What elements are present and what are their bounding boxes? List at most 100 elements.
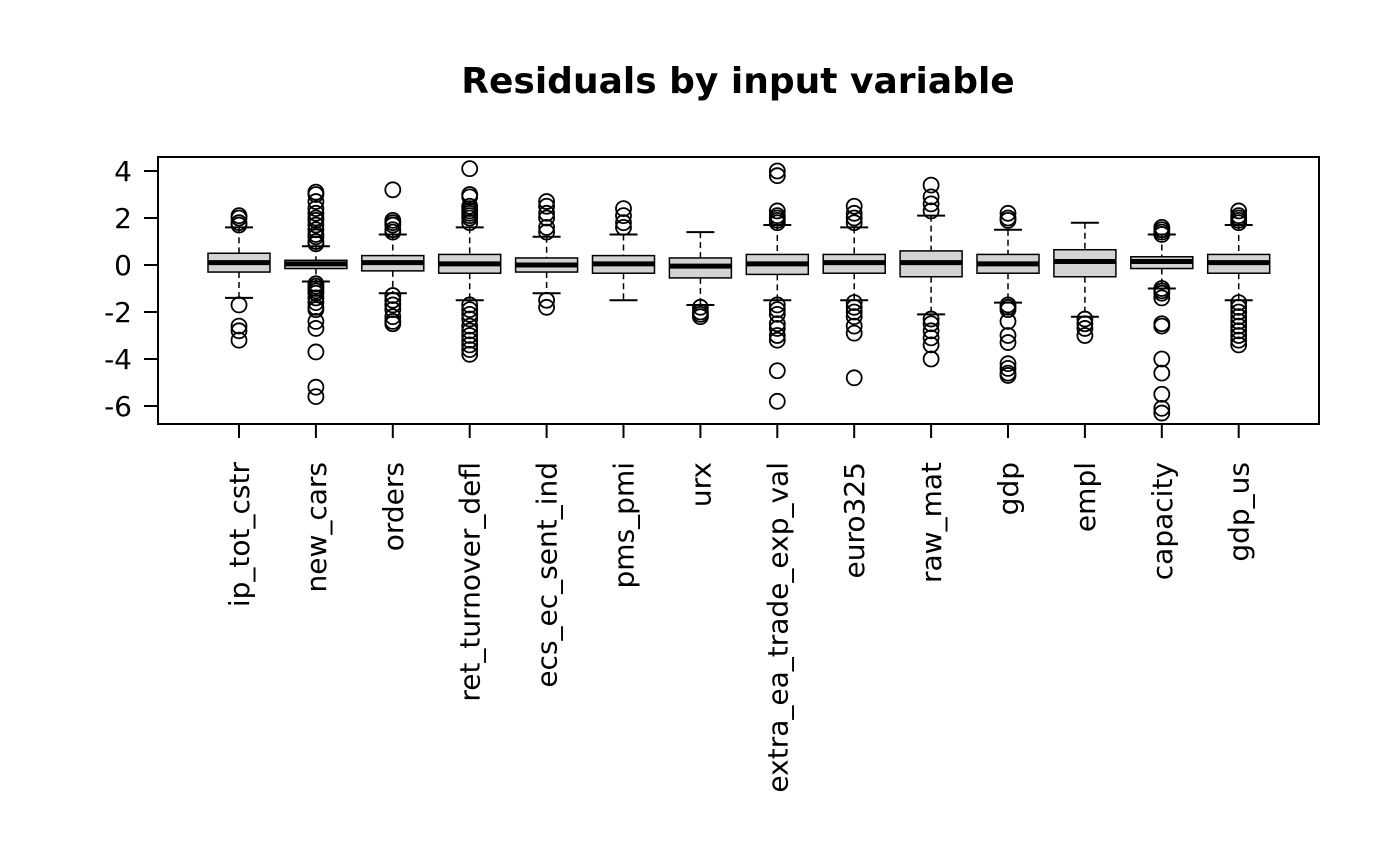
x-tick-label: gdp_us	[1223, 462, 1256, 562]
outlier-point	[999, 334, 1017, 351]
outlier-point	[307, 312, 325, 330]
outlier-point	[1076, 310, 1094, 328]
outlier-point	[1153, 385, 1171, 403]
y-tick-label: -4	[104, 343, 132, 376]
x-tick-label: euro325	[838, 462, 871, 578]
outlier-point	[307, 211, 325, 229]
y-tick-label: -6	[104, 390, 132, 423]
outlier-point	[307, 204, 325, 222]
outlier-point	[307, 343, 325, 361]
box-group	[1130, 218, 1194, 422]
outlier-point	[845, 214, 863, 232]
outlier-point	[768, 392, 786, 410]
outlier-point	[461, 296, 479, 314]
outlier-point	[922, 188, 940, 206]
outlier-point	[461, 341, 479, 359]
x-tick-label: new_cars	[300, 462, 333, 593]
x-tick-label: ip_tot_cstr	[223, 462, 256, 608]
outlier-point	[615, 218, 632, 236]
outlier-point	[307, 235, 325, 253]
outlier-point	[384, 291, 402, 309]
box-group	[591, 200, 656, 302]
outlier-point	[461, 301, 479, 319]
box-group	[668, 231, 733, 326]
outlier-point	[768, 202, 786, 220]
box-group	[207, 207, 271, 349]
outlier-point	[999, 367, 1017, 384]
outlier-point	[461, 188, 479, 206]
outlier-point	[615, 200, 632, 218]
outlier-point	[538, 298, 555, 316]
outlier-point	[999, 359, 1017, 377]
outlier-point	[461, 310, 479, 328]
outlier-point	[1153, 404, 1171, 422]
x-tick-label: ret_turnover_defl	[454, 462, 487, 702]
outlier-point	[999, 327, 1017, 344]
outlier-point	[538, 204, 555, 222]
x-axis: ip_tot_cstr new_cars orders ret_turnover_de…	[223, 423, 1256, 793]
outlier-point	[845, 317, 863, 335]
y-tick-label: 4	[114, 155, 132, 188]
outlier-point	[1153, 350, 1171, 368]
plot-frame	[157, 156, 1320, 425]
outlier-point	[768, 162, 786, 180]
outlier-point	[922, 310, 940, 328]
outlier-point	[307, 294, 325, 312]
outlier-point	[845, 209, 863, 227]
outlier-point	[692, 308, 709, 326]
outlier-point	[615, 214, 632, 232]
chart-title: Residuals by input variable	[461, 61, 1014, 102]
x-tick-label: raw_mat	[915, 462, 948, 583]
outlier-point	[768, 296, 786, 314]
outlier-point	[307, 289, 325, 307]
box-group	[745, 162, 810, 410]
x-tick-label: pms_pmi	[608, 462, 641, 588]
box-group	[976, 204, 1040, 384]
outlier-point	[230, 296, 248, 314]
outlier-point	[230, 331, 248, 349]
box-group	[514, 193, 579, 316]
outlier-point	[384, 296, 402, 314]
outlier-point	[307, 320, 325, 337]
outlier-point	[538, 197, 555, 215]
x-tick-label: gdp	[992, 462, 1025, 515]
outlier-point	[999, 355, 1017, 373]
outlier-point	[845, 324, 863, 342]
outlier-point	[845, 197, 863, 215]
y-tick-label: -2	[104, 296, 132, 329]
y-tick-label: 0	[114, 249, 132, 282]
box-group	[1053, 221, 1117, 344]
box-group	[899, 176, 963, 368]
outlier-point	[692, 298, 709, 316]
outlier-point	[1153, 364, 1171, 382]
outlier-point	[999, 312, 1017, 330]
box-group	[1206, 202, 1271, 354]
outlier-point	[1153, 289, 1171, 307]
y-axis: 4 2 0 -2 -4 -6	[104, 155, 159, 423]
outlier-point	[307, 378, 325, 396]
outlier-point	[1230, 331, 1248, 349]
box-group	[361, 181, 425, 333]
outlier-point	[1230, 202, 1248, 220]
outlier-point	[999, 301, 1017, 319]
outlier-point	[922, 195, 940, 213]
outlier-point	[461, 209, 479, 227]
x-tick-label: orders	[377, 462, 410, 551]
box-group	[437, 160, 502, 363]
outlier-point	[384, 315, 402, 333]
outlier-point	[845, 308, 863, 326]
outlier-point	[538, 193, 555, 210]
outlier-point	[1076, 327, 1094, 344]
outlier-point	[307, 228, 325, 246]
outlier-point	[538, 291, 555, 309]
x-tick-label: ecs_ec_sent_ind	[531, 462, 564, 688]
outlier-point	[461, 214, 479, 232]
outlier-point	[1153, 226, 1171, 243]
outlier-point	[307, 284, 325, 302]
outlier-point	[999, 211, 1017, 229]
x-tick-label: capacity	[1146, 462, 1179, 580]
outlier-point	[768, 362, 786, 380]
outlier-point	[384, 308, 402, 326]
outlier-point	[1230, 327, 1248, 344]
outlier-point	[768, 320, 786, 337]
